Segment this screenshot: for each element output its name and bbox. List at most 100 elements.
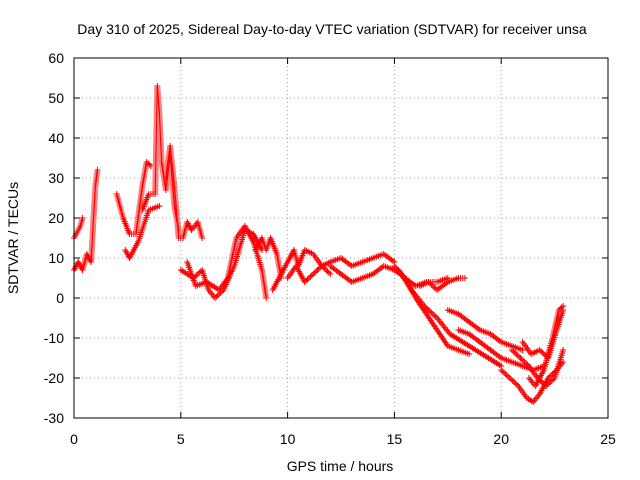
data-point-trail [422, 304, 439, 320]
data-point-trail [339, 256, 354, 268]
data-point-trail [508, 376, 520, 388]
y-tick-label: 10 [48, 250, 64, 266]
data-point-trail [527, 364, 540, 380]
data-point-trail [277, 260, 290, 280]
data-point-trail [457, 312, 471, 324]
data-point-trail [311, 252, 324, 268]
x-tick-label: 25 [600, 431, 616, 447]
data-point-trail [361, 255, 375, 265]
data-point-trail [435, 275, 450, 285]
y-tick-label: 20 [48, 210, 64, 226]
data-point-trail [147, 191, 157, 197]
data-point-trail [171, 185, 182, 239]
data-point-trail [531, 392, 542, 404]
data-point-trail [557, 304, 565, 312]
x-tick-label: 5 [177, 431, 185, 447]
satellite-track-4 [122, 203, 163, 261]
data-point-trail [225, 237, 239, 279]
y-tick-label: 0 [56, 290, 64, 306]
data-point [466, 351, 473, 357]
data-point-trail [339, 272, 354, 284]
satellite-track-6 [162, 143, 206, 241]
data-point-trail [154, 85, 163, 115]
data-point-trail [329, 255, 343, 265]
data-point-trail [446, 307, 460, 317]
y-axis-label: SDTVAR / TECUs [5, 182, 21, 294]
data-point-trail [525, 396, 535, 404]
data-point-trail [457, 327, 471, 337]
data-point-trail [140, 192, 152, 212]
data-point-trail [486, 356, 503, 368]
data-point-trail [270, 276, 282, 292]
data-point-trail [382, 252, 396, 264]
data-point-trail [478, 340, 492, 352]
x-axis-label: GPS time / hours [287, 458, 394, 474]
data-point-trail [184, 260, 199, 288]
data-point-trail [457, 275, 466, 281]
data-point-trail [127, 240, 141, 260]
data-point [517, 355, 524, 361]
data-point-trail [361, 271, 375, 281]
data-point-trail [320, 259, 332, 269]
data-point-trail [446, 343, 460, 353]
satellite-track-21 [525, 303, 567, 389]
data-point [555, 307, 562, 313]
data-point-trail [303, 272, 315, 284]
chart-title: Day 310 of 2025, Sidereal Day-to-day VTE… [77, 21, 587, 37]
data-point-trail [457, 347, 471, 357]
data-point-trail [418, 279, 430, 289]
data-point-trail [231, 228, 248, 268]
data-point-trail [128, 231, 137, 237]
data-point-trail [549, 309, 562, 339]
data-point [560, 303, 567, 309]
data-point [545, 375, 552, 381]
data-point-trail [489, 348, 503, 360]
satellite-track-11 [284, 251, 398, 285]
data-point [498, 367, 505, 373]
data-point-trail [510, 348, 522, 360]
data-point-trail [520, 340, 533, 356]
y-tick-label: -20 [44, 370, 64, 386]
data-point-trail [135, 185, 146, 219]
data-point-trail [135, 208, 152, 244]
data-point-trail [382, 263, 396, 273]
data-point-trail [77, 217, 86, 227]
data-point-trail [510, 359, 524, 369]
x-tick-label: 0 [70, 431, 78, 447]
y-tick-label: 50 [48, 90, 64, 106]
data-point-trail [552, 348, 566, 380]
data-point [143, 159, 150, 165]
data-point-trail [311, 264, 324, 276]
data-point [94, 167, 101, 173]
data-point-trail [145, 160, 153, 168]
data-point [506, 375, 513, 381]
data-point [536, 347, 543, 353]
data-point [508, 347, 515, 353]
satellite-track-13 [417, 275, 468, 293]
y-tick-label: 30 [48, 170, 64, 186]
data-point-trail [147, 203, 161, 213]
data-point [543, 383, 550, 389]
data-point-trail [474, 348, 490, 360]
y-tick-label: 60 [48, 50, 64, 66]
data-point [327, 271, 334, 277]
data-point-trail [541, 336, 555, 372]
data-point-trail [467, 320, 482, 332]
data-point-trail [396, 268, 414, 292]
data-point-trail [295, 248, 307, 268]
data-point-trail [350, 275, 364, 285]
data-point-trail [435, 280, 450, 292]
data-point [560, 347, 567, 353]
data-point-trail [259, 269, 269, 299]
data-point-trail [179, 268, 189, 276]
data-point-trail [409, 288, 427, 308]
data-point [560, 359, 567, 365]
data-point-trail [499, 368, 512, 380]
data-point [79, 215, 86, 221]
data-point-trail [499, 355, 514, 365]
data-point-trail [510, 343, 524, 353]
data-point-trail [516, 384, 529, 400]
x-tick-label: 10 [280, 431, 296, 447]
